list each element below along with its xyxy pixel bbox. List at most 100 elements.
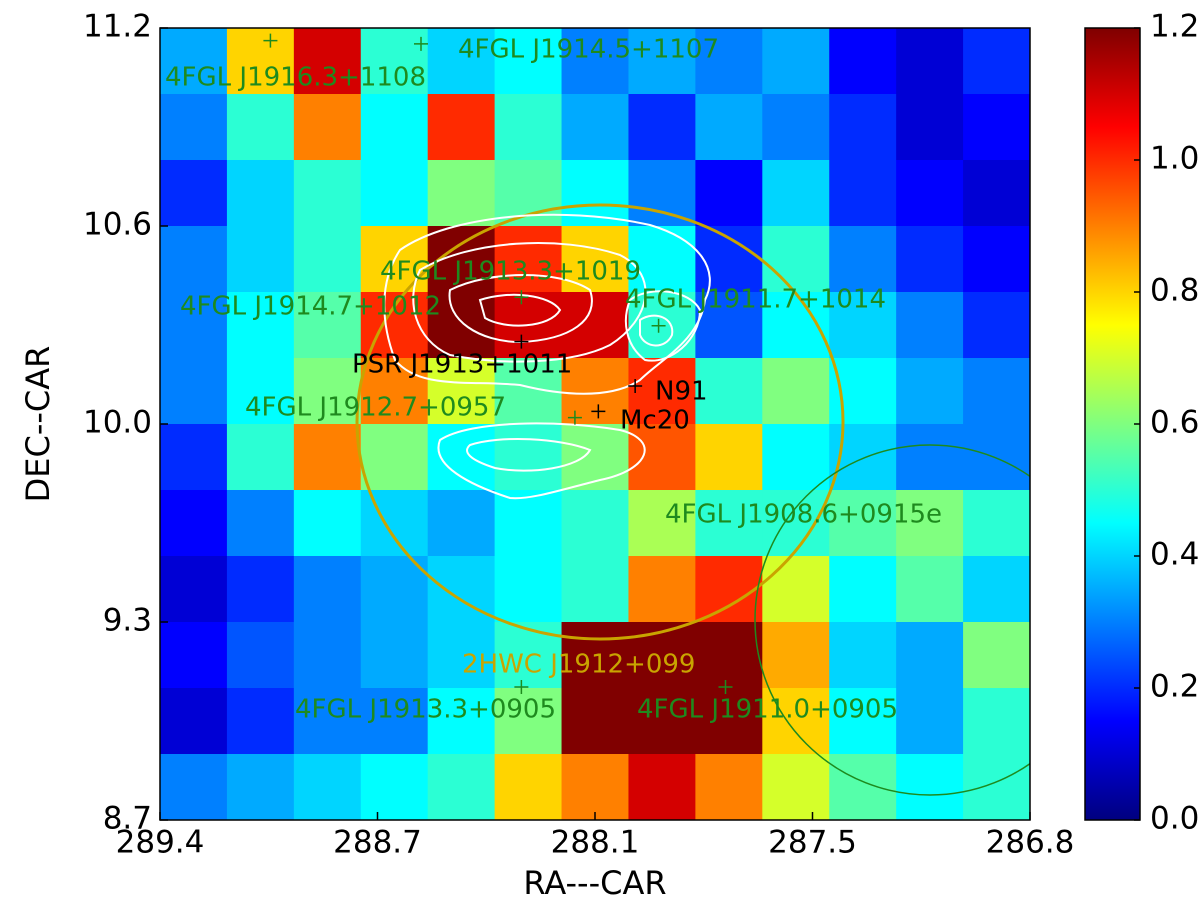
heatmap-cell	[561, 28, 629, 95]
heatmap-cell	[762, 754, 830, 821]
source-marker	[567, 410, 582, 425]
heatmap-cell	[293, 160, 362, 227]
x-tick-label: 288.1	[551, 825, 640, 861]
heatmap-cell	[360, 358, 429, 425]
heatmap-cell	[628, 358, 696, 425]
heatmap-cell	[695, 424, 763, 491]
heatmap-cell	[226, 556, 295, 623]
heatmap-cell	[226, 160, 295, 227]
annotations: 4FGL J1916.3+1108 4FGL J1914.5+1107 4FGL…	[165, 35, 942, 725]
colorbar-tick-label: 1.2	[1150, 9, 1199, 45]
heatmap-cell	[896, 754, 964, 821]
annotation: 4FGL J1911.0+0905	[637, 695, 898, 725]
heatmap-cell	[293, 754, 362, 821]
heatmap-cell	[896, 688, 964, 755]
heatmap-cell	[963, 556, 1031, 623]
heatmap-cell	[427, 160, 496, 227]
heatmap-cell	[963, 226, 1031, 293]
heatmap-cell	[494, 424, 563, 491]
heatmap-cell	[561, 754, 629, 821]
heatmap-cell	[896, 94, 964, 161]
colorbar-tick-label: 0.2	[1150, 669, 1199, 705]
x-axis-label: RA---CAR	[523, 864, 666, 902]
heatmap-cell	[963, 754, 1031, 821]
heatmap-cell	[494, 28, 563, 95]
heatmap-cell	[963, 28, 1031, 95]
heatmap-cell	[561, 292, 629, 359]
heatmap-cell	[160, 424, 228, 491]
heatmap-cell	[360, 754, 429, 821]
heatmap-cell	[293, 28, 362, 95]
heatmap-cell	[494, 226, 563, 293]
heatmap-cell	[494, 688, 563, 755]
heatmap-cell	[561, 358, 629, 425]
annotation: Mc20	[620, 406, 690, 436]
heatmap-cell	[293, 688, 362, 755]
heatmap-cell	[628, 556, 696, 623]
heatmap-cell	[762, 160, 830, 227]
heatmap-cell	[561, 424, 629, 491]
heatmap-cell	[695, 556, 763, 623]
colorbar-tick-label: 0.6	[1150, 405, 1199, 441]
annotation: 4FGL J1911.7+1014	[625, 285, 886, 315]
heatmap-cell	[628, 754, 696, 821]
heatmap-cell	[226, 754, 295, 821]
heatmap-cell	[360, 160, 429, 227]
y-tick-label: 8.7	[103, 801, 152, 837]
heatmap-cell	[561, 556, 629, 623]
y-tick-label: 10.0	[83, 405, 152, 441]
heatmap-cell	[293, 556, 362, 623]
x-tick-label: 288.7	[333, 825, 422, 861]
heatmap-cell	[226, 28, 295, 95]
heatmap-cell	[963, 94, 1031, 161]
heatmap-cell	[896, 556, 964, 623]
heatmap-cell	[829, 622, 897, 689]
heatmap-cell	[293, 358, 362, 425]
markers	[263, 33, 733, 694]
annotation: PSR J1913+1011	[352, 350, 572, 380]
heatmap-cell	[695, 94, 763, 161]
heatmap-cell	[160, 490, 228, 557]
colorbar-tick-label: 0.8	[1150, 273, 1199, 309]
source-marker	[514, 290, 529, 305]
heatmap-cell	[695, 226, 763, 293]
heatmap-cell	[226, 424, 295, 491]
region-circle	[754, 444, 1030, 796]
source-marker	[263, 33, 278, 48]
x-tick-label: 286.8	[986, 825, 1075, 861]
heatmap-cell	[695, 160, 763, 227]
heatmap-cell	[561, 490, 629, 557]
source-marker	[591, 404, 606, 419]
heatmap-cell	[963, 358, 1031, 425]
heatmap-cell	[963, 688, 1031, 755]
heatmap-cell	[628, 160, 696, 227]
heatmap-cell	[762, 424, 830, 491]
heatmap-cell	[293, 226, 362, 293]
heatmap-cell	[762, 556, 830, 623]
heatmap-cell	[494, 556, 563, 623]
heatmap-cell	[160, 754, 228, 821]
colorbar	[1084, 27, 1141, 821]
heatmap-cell	[226, 358, 295, 425]
heatmap-cell	[160, 556, 228, 623]
heatmap-cell	[226, 688, 295, 755]
source-marker	[514, 334, 529, 349]
source-marker	[628, 378, 643, 393]
heatmap-cell	[360, 94, 429, 161]
heatmap-cell	[695, 688, 763, 755]
heatmap-cell	[896, 292, 964, 359]
heatmap-cell	[762, 622, 830, 689]
heatmap-cell	[829, 28, 897, 95]
source-marker	[414, 36, 428, 51]
heatmap-cell	[561, 688, 629, 755]
heatmap-cell	[829, 94, 897, 161]
heatmap-cell	[226, 292, 295, 359]
x-tick-label: 287.5	[768, 825, 857, 861]
heatmap-cell	[494, 94, 563, 161]
heatmap-cell	[762, 358, 830, 425]
heatmap-cell	[226, 622, 295, 689]
heatmap-cell	[293, 424, 362, 491]
heatmap-cell	[160, 292, 228, 359]
